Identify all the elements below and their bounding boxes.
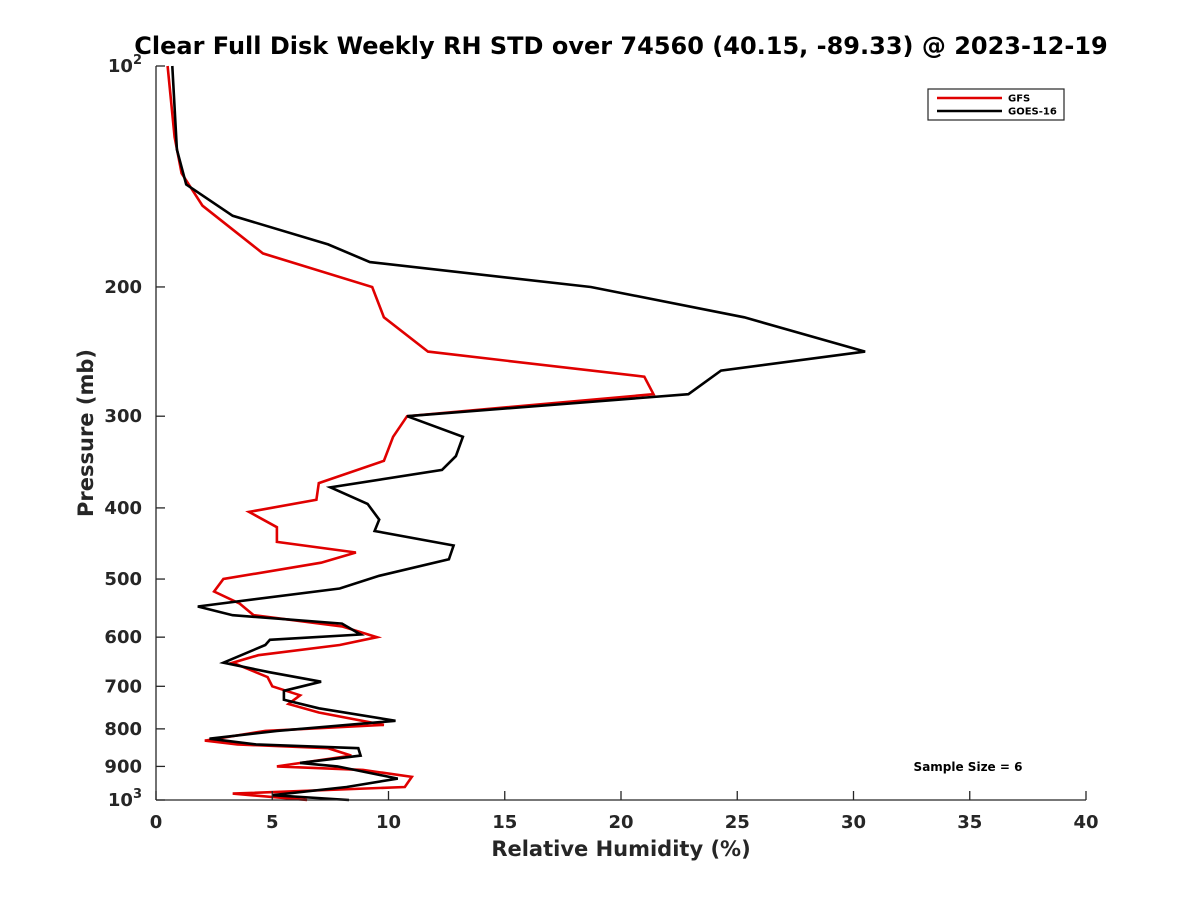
- sample-size-annotation: Sample Size = 6: [914, 760, 1023, 774]
- x-tick-label: 20: [608, 812, 633, 833]
- series-line-gfs: [166, 65, 656, 802]
- y-tick-label: 700: [104, 676, 142, 697]
- y-tick-label: 400: [104, 498, 142, 519]
- x-axis-label: Relative Humidity (%): [491, 837, 750, 861]
- x-tick-label: 10: [376, 812, 401, 833]
- legend-entry-label: GFS: [1008, 94, 1030, 105]
- y-tick-label: 500: [104, 569, 142, 590]
- legend-box: [927, 88, 1065, 121]
- y-tick-label: 600: [104, 627, 142, 648]
- y-tick-label: 300: [104, 406, 142, 427]
- y-tick-label: 800: [104, 719, 142, 740]
- series-line-goes-16: [171, 65, 866, 802]
- x-tick-label: 0: [150, 812, 163, 833]
- y-axis-label: Pressure (mb): [74, 349, 98, 517]
- y-tick-label: 200: [104, 277, 142, 298]
- axes: 0 5 10 15 20 25 30 35 40 102 200 300 400 500 600 700 800…: [104, 53, 1098, 833]
- x-tick-label: 30: [841, 812, 866, 833]
- plot-lines: [166, 65, 866, 802]
- x-tick-label: 25: [725, 812, 750, 833]
- x-tick-label: 35: [957, 812, 982, 833]
- y-tick-label: 103: [108, 787, 142, 811]
- y-tick-label: 900: [104, 756, 142, 777]
- x-tick-label: 15: [492, 812, 517, 833]
- legend-entry-label: GOES-16: [1008, 107, 1057, 118]
- chart-title: Clear Full Disk Weekly RH STD over 74560…: [134, 32, 1107, 60]
- x-tick-label: 40: [1073, 812, 1098, 833]
- x-tick-label: 5: [266, 812, 279, 833]
- y-tick-label: 102: [108, 53, 142, 77]
- legend: GFS GOES-16: [927, 88, 1065, 121]
